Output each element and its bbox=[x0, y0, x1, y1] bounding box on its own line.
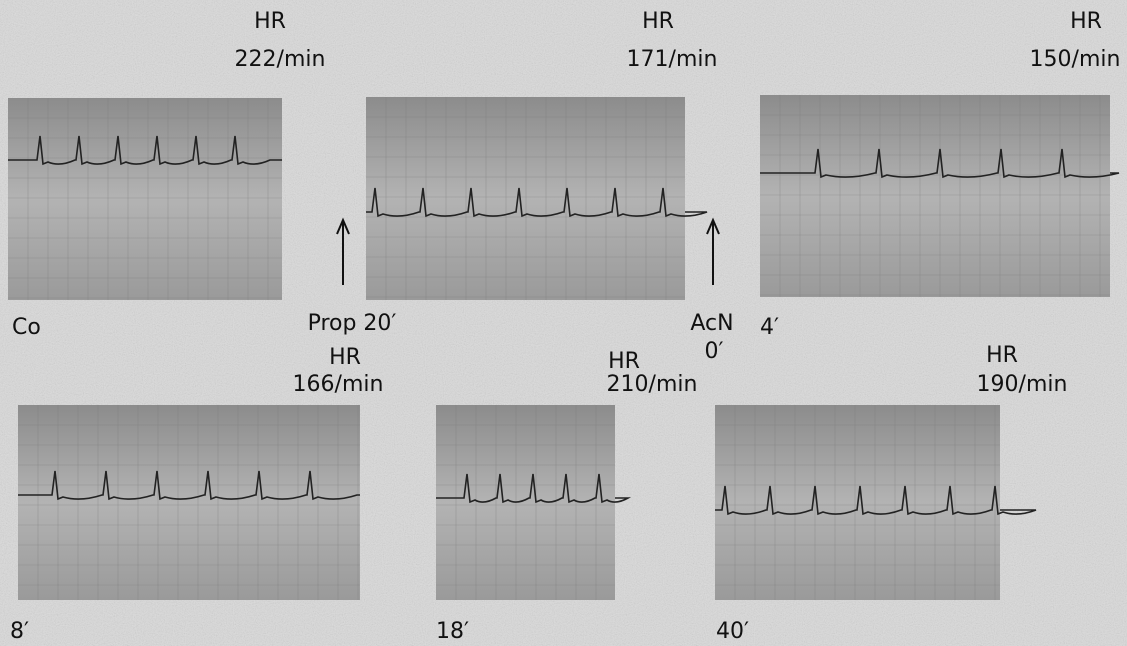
arrow-label: AcN bbox=[690, 311, 733, 336]
ecg-panel bbox=[8, 98, 282, 300]
heart-rate: 166/min bbox=[293, 372, 384, 397]
panel-caption: 8′ bbox=[10, 619, 29, 644]
ecg-strip bbox=[8, 98, 282, 300]
ecg-strip bbox=[436, 405, 615, 600]
page: {"panels": [ {"hr_label": "HR", "hr": "2… bbox=[0, 0, 1127, 646]
ecg-strip bbox=[18, 405, 360, 600]
ecg-panel bbox=[366, 97, 707, 300]
panel-caption: 4′ bbox=[760, 315, 779, 340]
hr-label: HR bbox=[986, 343, 1018, 368]
panel-caption: Co bbox=[12, 315, 41, 340]
hr-label: HR bbox=[329, 345, 361, 370]
heart-rate: 222/min bbox=[235, 47, 326, 72]
heart-rate: 150/min bbox=[1030, 47, 1121, 72]
hr-label: HR bbox=[608, 349, 640, 374]
arrow-label: Prop 20′ bbox=[308, 311, 397, 336]
heart-rate: 171/min bbox=[627, 47, 718, 72]
ecg-panel bbox=[760, 95, 1119, 297]
panel-caption: 40′ bbox=[716, 619, 749, 644]
ecg-panel bbox=[715, 405, 1036, 600]
ecg-panel bbox=[436, 405, 628, 600]
ecg-panel bbox=[18, 405, 360, 600]
figure: HR222/minCoHR171/minHR150/min4′HR166/min… bbox=[0, 0, 1127, 646]
ecg-strip bbox=[366, 97, 685, 300]
arrow-time: 0′ bbox=[705, 339, 724, 364]
heart-rate: 210/min bbox=[607, 372, 698, 397]
hr-label: HR bbox=[642, 9, 674, 34]
hr-label: HR bbox=[254, 9, 286, 34]
hr-label: HR bbox=[1070, 9, 1102, 34]
heart-rate: 190/min bbox=[977, 372, 1068, 397]
ecg-strip bbox=[760, 95, 1110, 297]
panel-caption: 18′ bbox=[436, 619, 469, 644]
